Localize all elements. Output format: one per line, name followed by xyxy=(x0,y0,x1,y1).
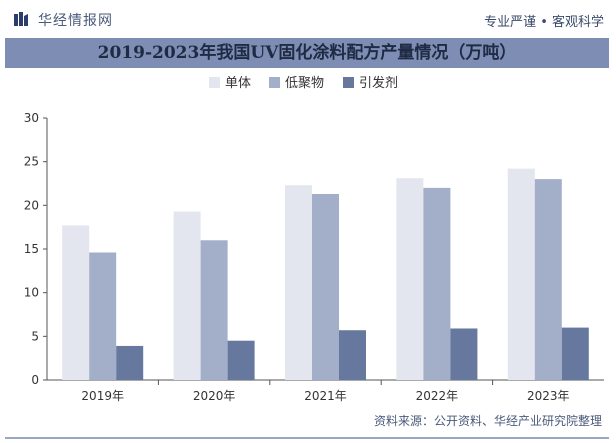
source-note: 资料来源：公开资料、华经产业研究院整理 xyxy=(373,414,602,428)
bar-2 xyxy=(200,240,228,380)
legend-label: 单体 xyxy=(225,76,251,91)
y-tick-label: 10 xyxy=(24,286,39,300)
bar-3 xyxy=(116,345,144,380)
logo-icon xyxy=(14,12,28,26)
bar-1 xyxy=(285,185,312,380)
bar-3 xyxy=(561,327,589,380)
footer-divider xyxy=(5,437,609,439)
x-tick-label: 2023年 xyxy=(527,389,570,403)
bar-2 xyxy=(423,187,451,380)
legend-swatch xyxy=(343,77,354,88)
bar-1 xyxy=(173,211,201,380)
x-tick-label: 2021年 xyxy=(304,389,347,403)
y-tick-label: 20 xyxy=(24,198,39,212)
y-tick-label: 30 xyxy=(24,111,39,125)
bar-3 xyxy=(227,340,255,380)
header-bar: 华经情报网 专业严谨 • 客观科学 xyxy=(0,0,616,40)
title-bar: 2019-2023年我国UV固化涂料配方产量情况（万吨） xyxy=(5,38,609,68)
bar-2 xyxy=(534,179,562,380)
legend-swatch xyxy=(269,77,280,88)
bar-3 xyxy=(339,330,366,380)
tagline: 专业严谨 • 客观科学 xyxy=(484,15,604,30)
legend-label: 低聚物 xyxy=(285,76,324,91)
y-tick-label: 15 xyxy=(24,242,39,256)
bar-2 xyxy=(89,252,117,380)
x-tick-label: 2020年 xyxy=(193,389,236,403)
y-tick-label: 0 xyxy=(31,373,39,387)
logo-text: 华经情报网 xyxy=(38,13,113,29)
bar-1 xyxy=(507,168,535,380)
y-tick-label: 25 xyxy=(24,155,39,169)
chart-title: 2019-2023年我国UV固化涂料配方产量情况（万吨） xyxy=(97,43,517,63)
bar-3 xyxy=(450,328,478,380)
x-tick-label: 2022年 xyxy=(416,389,459,403)
x-tick-label: 2019年 xyxy=(81,389,124,403)
y-tick-label: 5 xyxy=(31,329,39,343)
legend-label: 引发剂 xyxy=(359,75,398,91)
legend-swatch xyxy=(209,77,220,88)
bar-2 xyxy=(312,193,339,380)
bar-1 xyxy=(62,225,90,380)
bar-1 xyxy=(396,178,424,380)
